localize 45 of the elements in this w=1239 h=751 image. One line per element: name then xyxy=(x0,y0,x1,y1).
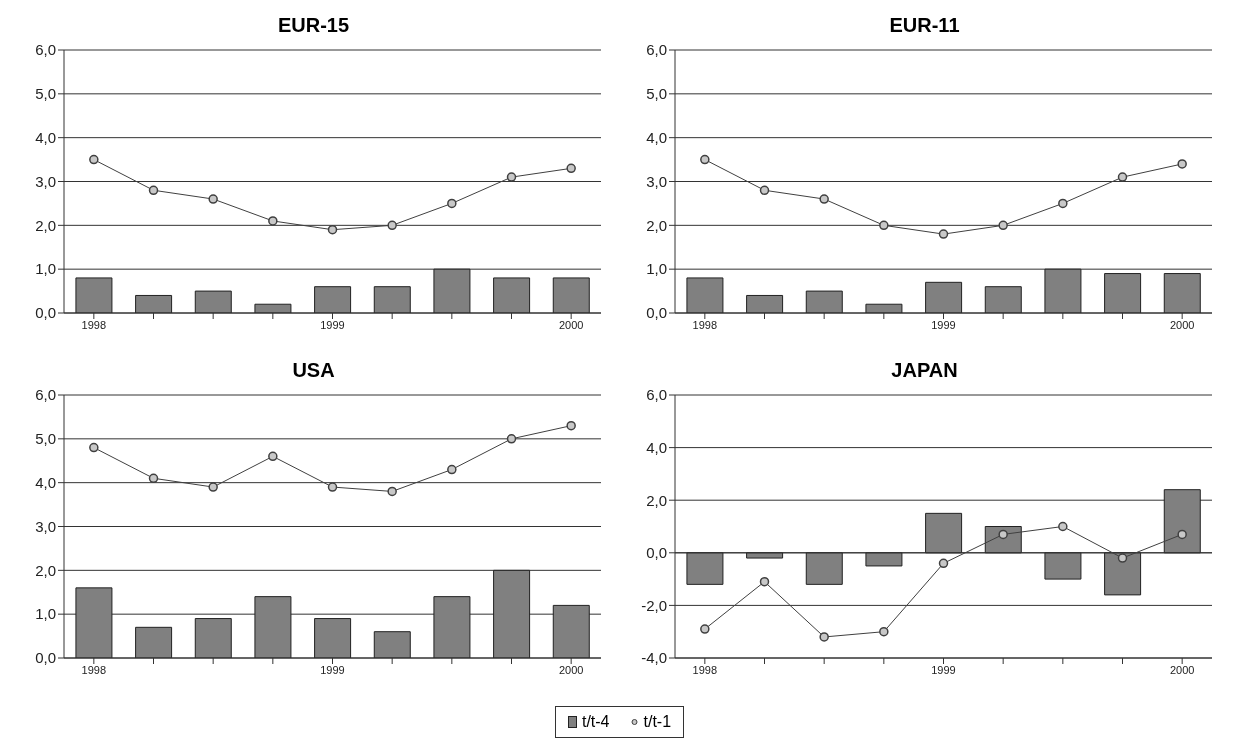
x-tick-label: 1998 xyxy=(692,663,718,676)
x-tick-label: 2000 xyxy=(558,318,584,331)
x-tick-label: 1998 xyxy=(692,318,718,331)
legend-label: t/t-4 xyxy=(581,713,610,731)
x-tick-label: 1999 xyxy=(931,663,956,676)
y-tick-label: 6,0 xyxy=(35,41,56,59)
y-tick-label: 6,0 xyxy=(646,386,667,404)
x-tick-label: 1998 xyxy=(81,318,107,331)
y-tick-label: 6,0 xyxy=(35,386,56,404)
y-tick-label: 4,0 xyxy=(646,438,667,456)
x-tick-label: 2000 xyxy=(1169,663,1195,676)
y-tick-label: 4,0 xyxy=(35,128,56,146)
y-tick-label: 2,0 xyxy=(35,216,56,234)
x-tick-label: 1999 xyxy=(320,663,345,676)
y-tick-label: 0,0 xyxy=(35,649,56,667)
y-tick-label: 3,0 xyxy=(35,172,56,190)
legend-label: t/t-1 xyxy=(643,713,672,731)
chart-title: USA xyxy=(291,358,336,383)
y-tick-label: 2,0 xyxy=(35,561,56,579)
y-tick-label: 4,0 xyxy=(646,128,667,146)
y-tick-label: 3,0 xyxy=(646,172,667,190)
y-tick-label: 2,0 xyxy=(646,216,667,234)
y-tick-label: -2,0 xyxy=(641,596,667,614)
x-tick-label: 2000 xyxy=(558,663,584,676)
y-tick-label: 5,0 xyxy=(646,85,667,103)
chart-title: JAPAN xyxy=(890,358,959,383)
x-tick-label: 1999 xyxy=(931,318,956,331)
y-tick-label: 6,0 xyxy=(646,41,667,59)
chart-title: EUR-11 xyxy=(888,13,961,38)
y-tick-label: 1,0 xyxy=(35,605,56,623)
y-tick-label: 5,0 xyxy=(35,85,56,103)
x-tick-label: 1998 xyxy=(81,663,107,676)
y-tick-label: 4,0 xyxy=(35,473,56,491)
y-tick-label: 1,0 xyxy=(646,260,667,278)
y-tick-label: 0,0 xyxy=(35,304,56,322)
y-tick-label: 3,0 xyxy=(35,517,56,535)
y-tick-label: 0,0 xyxy=(646,304,667,322)
chart-title: EUR-15 xyxy=(276,13,351,38)
y-tick-label: 0,0 xyxy=(646,544,667,562)
x-tick-label: 1999 xyxy=(320,318,345,331)
y-tick-label: -4,0 xyxy=(641,649,667,667)
x-tick-label: 2000 xyxy=(1169,318,1195,331)
y-tick-label: 5,0 xyxy=(35,430,56,448)
y-tick-label: 2,0 xyxy=(646,491,667,509)
y-tick-label: 1,0 xyxy=(35,260,56,278)
